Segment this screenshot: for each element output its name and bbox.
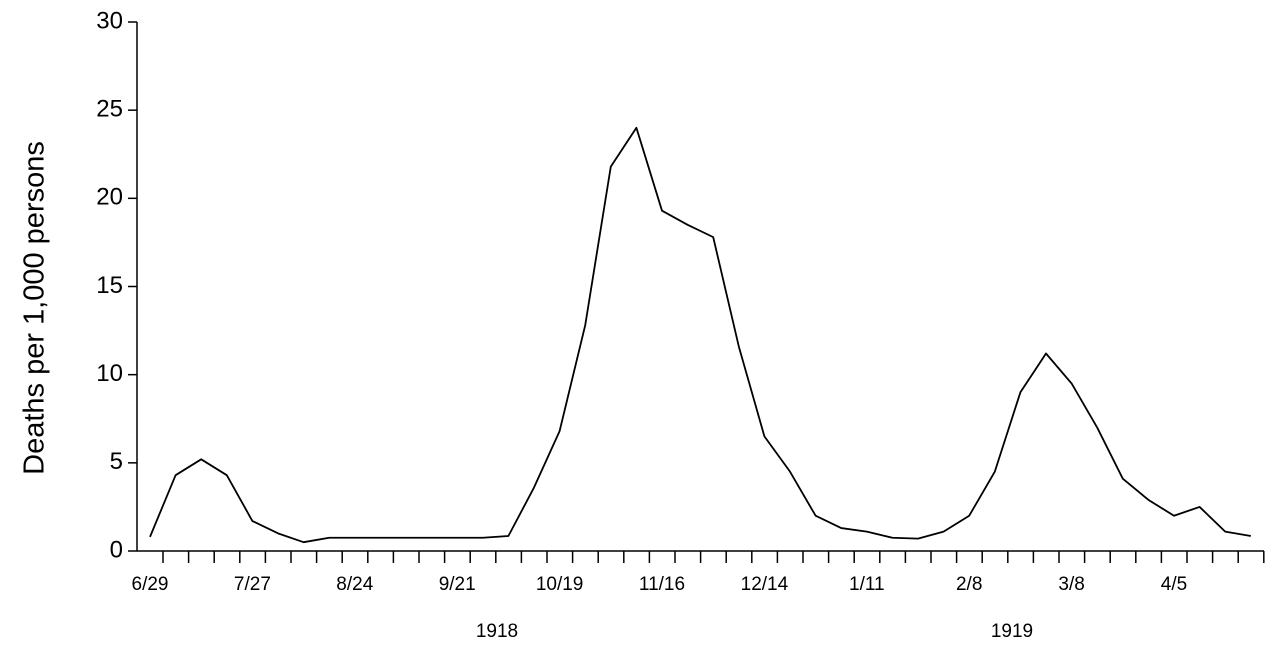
x-tick-label: 6/29 [132, 574, 169, 595]
x-tick-label: 10/19 [536, 574, 584, 595]
year-label: 1918 [476, 621, 518, 642]
y-tick-label: 25 [96, 96, 123, 123]
x-tick-label: 2/8 [956, 574, 982, 595]
y-tick-label: 20 [96, 184, 123, 211]
year-label: 1919 [991, 621, 1033, 642]
x-tick-label: 8/24 [336, 574, 373, 595]
y-tick-label: 15 [96, 272, 123, 299]
x-tick-label: 12/14 [741, 574, 789, 595]
data-line [149, 126, 1251, 544]
y-axis-title: Deaths per 1,000 persons [19, 141, 51, 475]
y-tick-label: 10 [96, 360, 123, 387]
y-tick-label: 30 [96, 7, 123, 34]
x-tick-label: 7/27 [234, 574, 271, 595]
x-tick-label: 11/16 [639, 574, 685, 595]
y-tick-label: 0 [110, 536, 123, 563]
x-tick-label: 9/21 [439, 574, 476, 595]
x-tick-label: 4/5 [1161, 574, 1187, 595]
x-tick-label: 1/11 [849, 574, 885, 595]
x-tick-label: 3/8 [1058, 574, 1084, 595]
y-tick-label: 5 [110, 448, 123, 475]
